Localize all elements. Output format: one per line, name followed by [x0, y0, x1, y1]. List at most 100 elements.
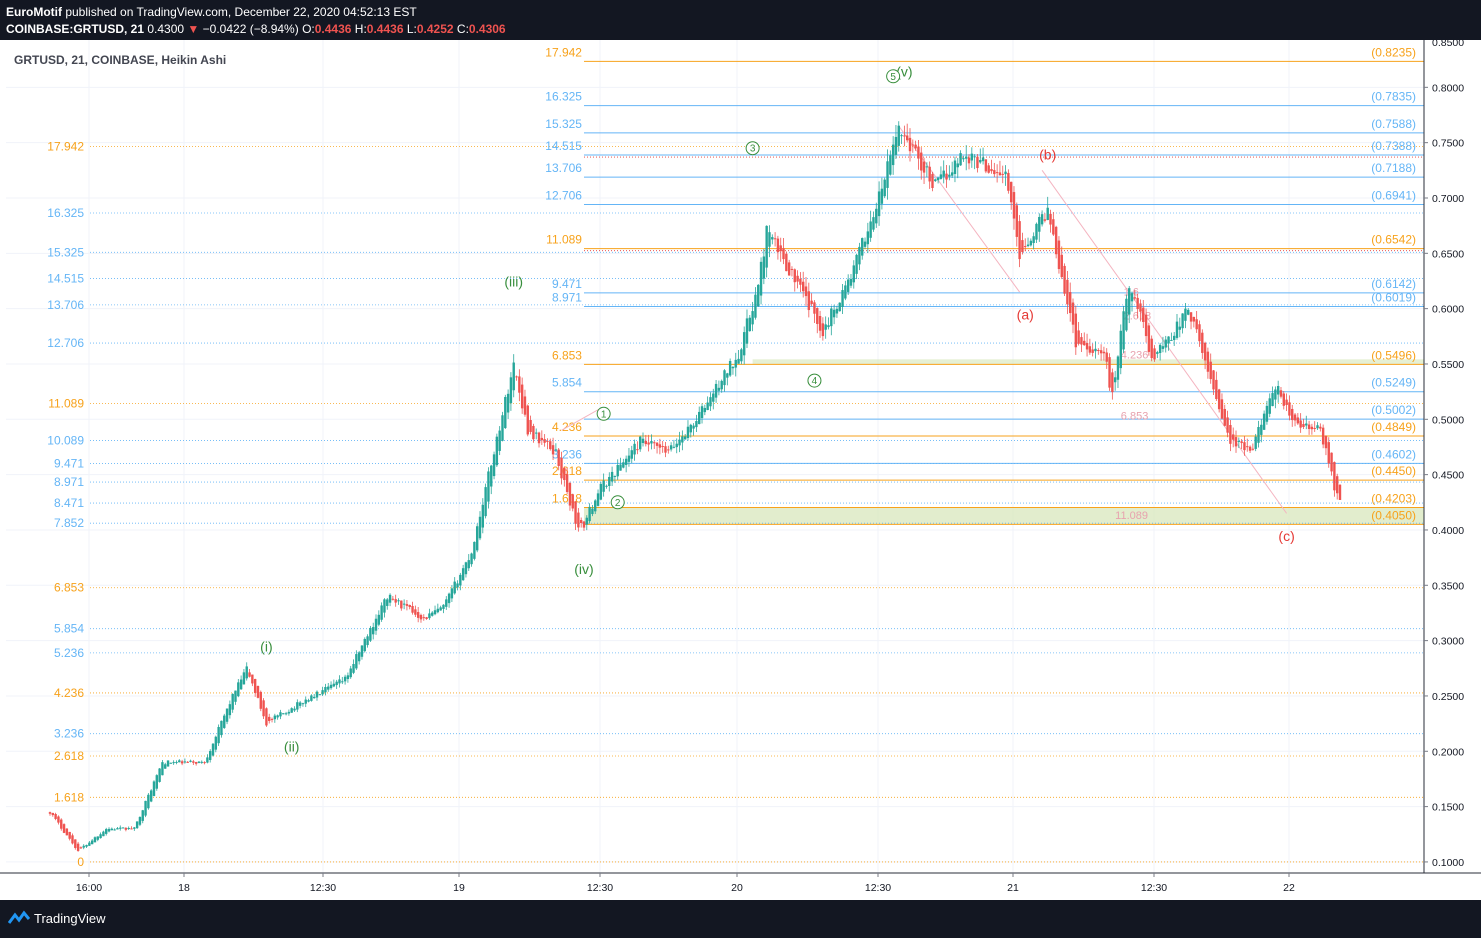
candle — [543, 434, 546, 447]
candle — [1164, 335, 1167, 353]
candle — [1192, 316, 1196, 328]
candle — [911, 139, 915, 153]
candle — [1305, 415, 1308, 430]
candle — [481, 498, 485, 534]
candle — [920, 147, 923, 180]
candle — [518, 369, 521, 402]
candle — [1122, 305, 1125, 353]
candle — [779, 237, 782, 262]
candle — [1102, 346, 1106, 361]
fib-price-label: (0.7835) — [1371, 90, 1416, 104]
candle — [245, 662, 248, 681]
candle — [1083, 332, 1086, 346]
candle — [880, 177, 884, 210]
candle — [956, 157, 959, 179]
candle — [239, 675, 243, 690]
fib-price-label: (0.4450) — [1371, 464, 1416, 478]
candle — [166, 760, 170, 767]
price-tick-label: 0.8500 — [1432, 40, 1464, 49]
footer-bar: TradingView — [0, 900, 1481, 938]
candle — [914, 140, 917, 151]
fib-level-label: 17.942 — [47, 140, 84, 154]
candle — [428, 608, 431, 620]
candle — [849, 273, 853, 289]
candle — [1113, 370, 1117, 391]
candle — [197, 761, 201, 764]
wave-count-text: 1 — [601, 409, 607, 420]
publication-header: EuroMotif published on TradingView.com, … — [0, 0, 1481, 40]
ohlc-low-value: 0.4252 — [416, 22, 454, 36]
candle — [290, 707, 293, 713]
candle — [383, 598, 386, 618]
fib-level-label: 4.236 — [54, 686, 84, 700]
time-axis[interactable]: 16:00 18 12:30 19 12:30 20 12:30 21 12:30 22 — [76, 873, 1295, 894]
candle — [169, 762, 173, 764]
candle — [1234, 430, 1238, 453]
candle — [1035, 222, 1038, 244]
candle — [234, 690, 237, 705]
price-chart[interactable]: 20.56217.94216.32515.32514.51513.70612.7… — [0, 40, 1481, 900]
candle — [894, 124, 898, 160]
candle — [773, 232, 777, 247]
candle — [217, 724, 220, 746]
candle — [1066, 270, 1069, 315]
candle — [495, 433, 499, 467]
candle — [939, 166, 943, 180]
author-name[interactable]: EuroMotif — [6, 5, 62, 19]
candle — [200, 760, 203, 764]
fib-level-label: 1.618 — [54, 790, 84, 804]
candle — [293, 706, 296, 712]
time-tick-label: 21 — [1007, 882, 1019, 894]
candle — [970, 147, 974, 168]
candle — [346, 672, 350, 683]
target-zone — [583, 507, 1424, 525]
candle — [852, 260, 855, 289]
candle — [1254, 433, 1257, 452]
footer-brand[interactable]: TradingView — [34, 911, 106, 926]
candle — [147, 793, 150, 810]
tradingview-logo-icon[interactable] — [8, 910, 30, 926]
candle — [1338, 484, 1342, 501]
candle — [596, 489, 600, 507]
fib-level-label: 17.942 — [545, 45, 582, 59]
candle — [1077, 321, 1080, 346]
candle — [653, 440, 656, 449]
candle — [54, 812, 57, 821]
candle — [734, 352, 737, 377]
candle — [1116, 355, 1120, 388]
candle — [161, 760, 164, 776]
wave-degree-label: (b) — [1039, 146, 1056, 162]
candle — [689, 423, 692, 438]
price-tick-label: 0.3000 — [1432, 636, 1464, 648]
candle — [965, 145, 968, 171]
candle — [237, 678, 240, 698]
fib-price-label: (0.8235) — [1371, 45, 1416, 59]
candle — [1153, 345, 1156, 362]
candle — [208, 749, 212, 763]
candle — [391, 596, 395, 601]
candle — [754, 287, 757, 320]
candle — [981, 147, 985, 165]
candle — [959, 150, 962, 166]
candle — [785, 251, 788, 272]
price-axis[interactable]: 0.1000 0.1500 0.2000 0.2500 0.3000 0.3500 0.40… — [0, 40, 1481, 874]
ohlc-high-key: H: — [354, 22, 367, 36]
candle — [1330, 452, 1333, 476]
candle — [121, 827, 125, 829]
candle — [501, 411, 504, 442]
candle — [540, 430, 544, 445]
candle — [228, 700, 232, 719]
candle — [633, 439, 636, 461]
candle — [762, 248, 766, 285]
candle — [1097, 348, 1100, 355]
candle — [1293, 412, 1297, 427]
candle — [765, 225, 768, 278]
candle — [624, 455, 628, 473]
wave-degree-label: (a) — [1017, 307, 1034, 323]
candle — [1203, 341, 1207, 370]
candle — [1054, 225, 1058, 259]
time-tick-label: 20 — [731, 882, 743, 894]
candle — [473, 541, 476, 561]
candle — [742, 326, 746, 365]
candle — [835, 305, 839, 318]
